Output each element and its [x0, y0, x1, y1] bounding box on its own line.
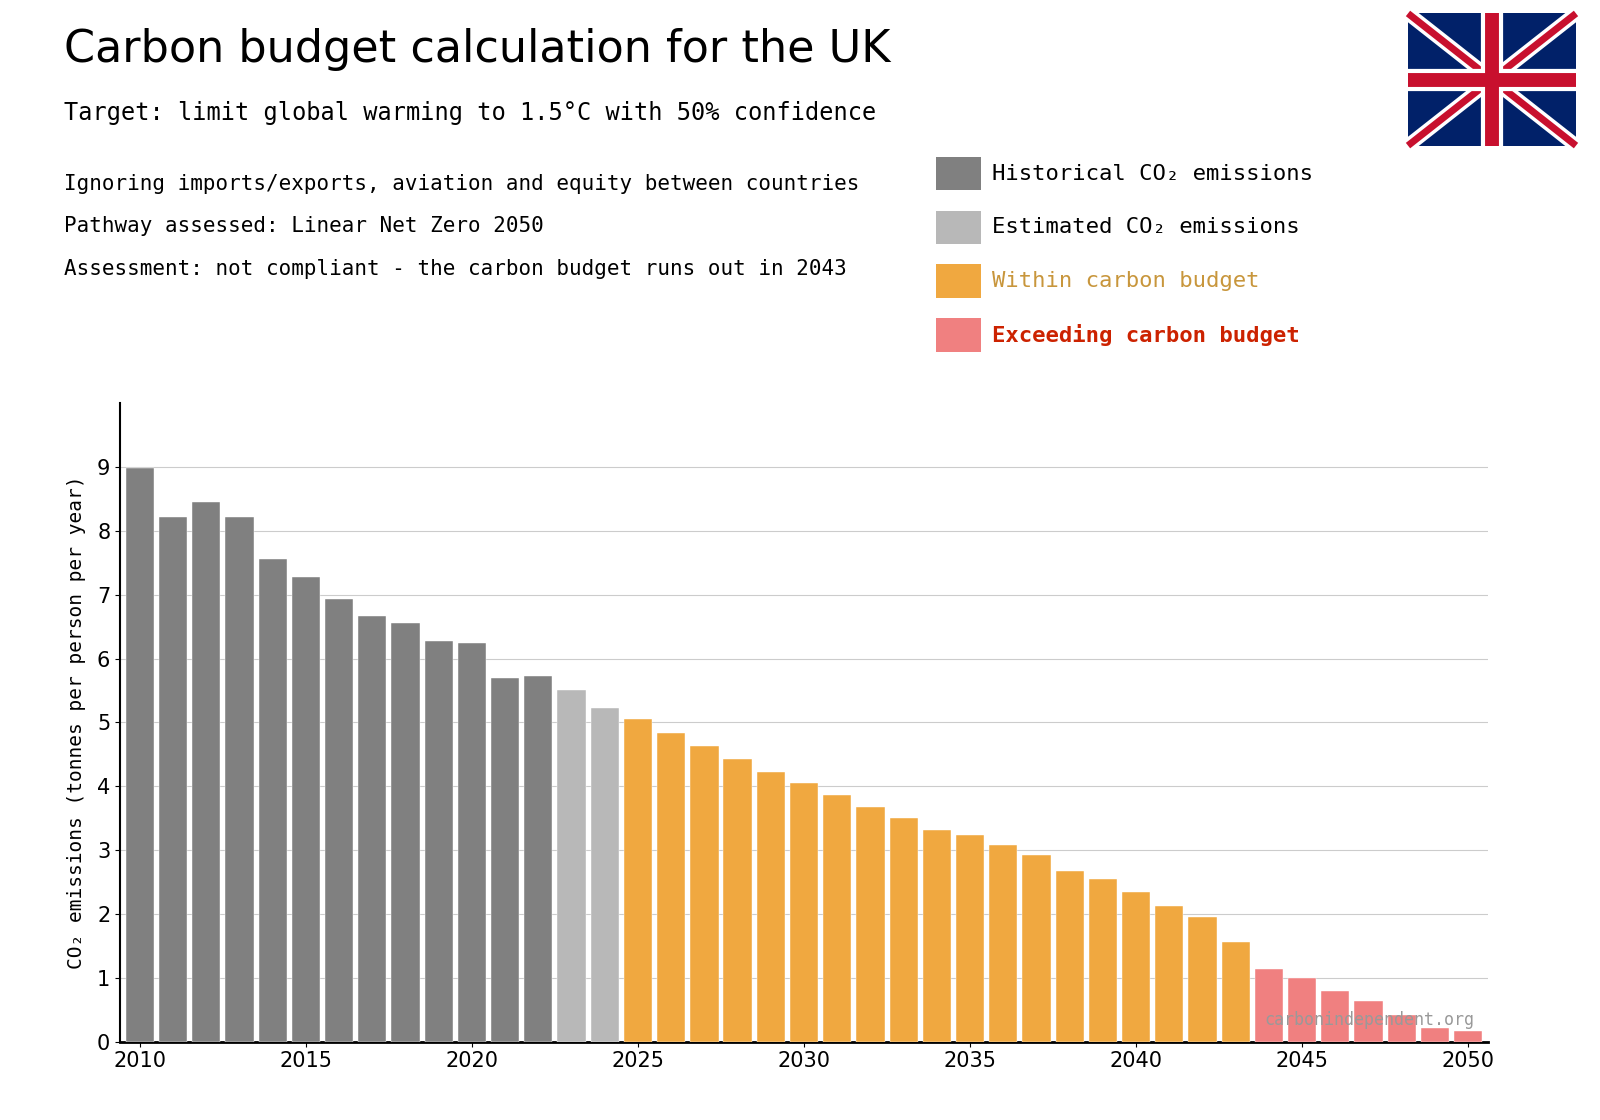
Bar: [525, 676, 552, 1042]
Bar: [392, 624, 419, 1042]
Bar: [790, 783, 818, 1042]
Bar: [723, 758, 752, 1042]
Bar: [822, 794, 851, 1042]
Bar: [1189, 917, 1216, 1042]
Bar: [1088, 879, 1117, 1042]
Text: Within carbon budget: Within carbon budget: [992, 271, 1259, 291]
Bar: [1322, 990, 1349, 1042]
Text: Pathway assessed: Linear Net Zero 2050: Pathway assessed: Linear Net Zero 2050: [64, 216, 544, 236]
Bar: [1254, 970, 1283, 1042]
Bar: [989, 844, 1018, 1042]
Text: Historical CO₂ emissions: Historical CO₂ emissions: [992, 164, 1314, 184]
Text: Assessment: not compliant - the carbon budget runs out in 2043: Assessment: not compliant - the carbon b…: [64, 259, 846, 279]
Bar: [590, 708, 619, 1042]
Bar: [259, 559, 286, 1042]
Bar: [1022, 856, 1051, 1042]
Bar: [1387, 1015, 1416, 1042]
Bar: [1155, 906, 1184, 1042]
Bar: [424, 642, 453, 1042]
Text: Ignoring imports/exports, aviation and equity between countries: Ignoring imports/exports, aviation and e…: [64, 174, 859, 194]
Text: Estimated CO₂ emissions: Estimated CO₂ emissions: [992, 217, 1299, 237]
Bar: [1354, 1001, 1382, 1042]
Bar: [158, 516, 187, 1042]
Bar: [1288, 978, 1317, 1042]
Bar: [624, 719, 653, 1042]
Bar: [291, 578, 320, 1042]
Bar: [1454, 1030, 1482, 1042]
Bar: [1122, 893, 1150, 1042]
Bar: [1056, 870, 1083, 1042]
Bar: [856, 806, 885, 1042]
Bar: [690, 746, 718, 1042]
Bar: [557, 690, 586, 1042]
Text: Carbon budget calculation for the UK: Carbon budget calculation for the UK: [64, 28, 890, 71]
Bar: [325, 598, 354, 1042]
Bar: [458, 643, 486, 1042]
Text: Target: limit global warming to 1.5°C with 50% confidence: Target: limit global warming to 1.5°C wi…: [64, 101, 877, 124]
Bar: [658, 732, 685, 1042]
Text: carbonindependent.org: carbonindependent.org: [1264, 1011, 1474, 1029]
Bar: [226, 516, 254, 1042]
Bar: [955, 834, 984, 1042]
Bar: [757, 772, 786, 1042]
Y-axis label: CO₂ emissions (tonnes per person per year): CO₂ emissions (tonnes per person per yea…: [67, 476, 86, 969]
Bar: [890, 818, 918, 1042]
Bar: [923, 830, 950, 1042]
Text: Exceeding carbon budget: Exceeding carbon budget: [992, 324, 1299, 346]
Bar: [126, 468, 154, 1042]
Bar: [192, 502, 221, 1042]
Bar: [491, 678, 520, 1042]
Bar: [1421, 1027, 1450, 1042]
Bar: [1221, 942, 1250, 1042]
Bar: [358, 616, 387, 1042]
